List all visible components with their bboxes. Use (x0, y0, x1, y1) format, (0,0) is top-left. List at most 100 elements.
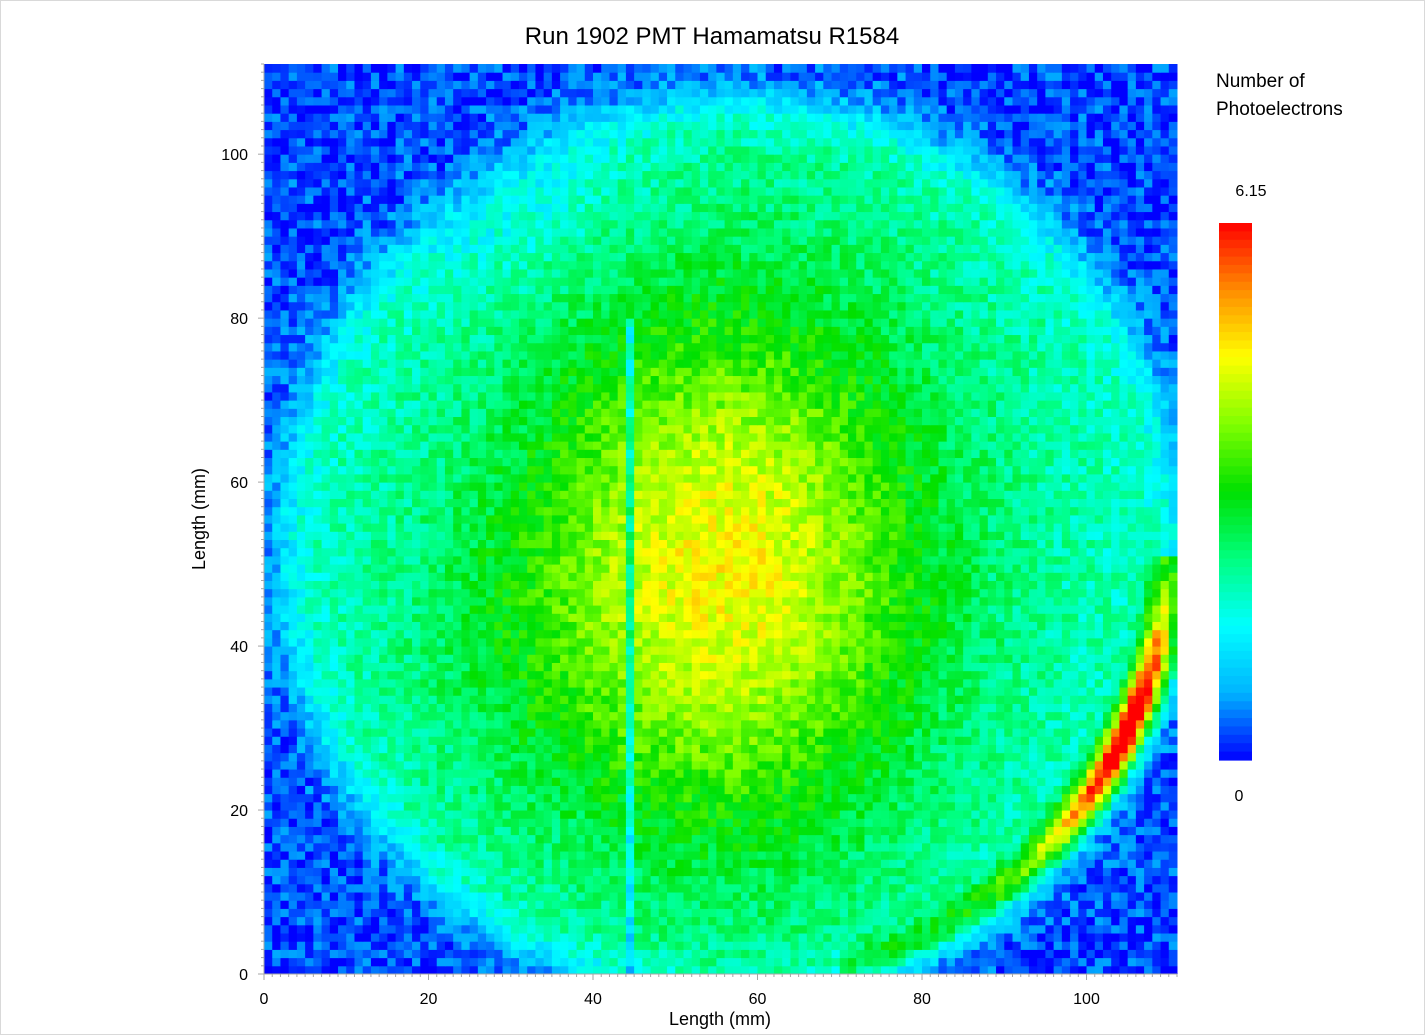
heatmap-cell (823, 736, 833, 745)
heatmap-cell (560, 662, 569, 672)
heatmap-cell (568, 711, 578, 721)
heatmap-cell (839, 916, 849, 926)
heatmap-cell (1086, 793, 1096, 803)
heatmap-cell (1028, 826, 1038, 836)
heatmap-cell (527, 793, 536, 803)
heatmap-cell (296, 883, 306, 893)
heatmap-cell (272, 744, 281, 754)
heatmap-cell (527, 654, 536, 663)
heatmap-cell (675, 777, 684, 786)
heatmap-cell (444, 941, 454, 950)
heatmap-cell (1061, 892, 1071, 901)
heatmap-cell (329, 875, 339, 885)
heatmap-cell (815, 801, 824, 811)
heatmap-cell (551, 719, 561, 729)
heatmap-cell (938, 703, 948, 713)
heatmap-cell (428, 613, 438, 622)
heatmap-cell (436, 834, 446, 844)
heatmap-cell (576, 834, 586, 844)
heatmap-cell (971, 629, 981, 639)
heatmap-cell (535, 900, 545, 909)
heatmap-cell (1004, 908, 1013, 918)
heatmap-cell (1028, 744, 1038, 754)
heatmap-cell (946, 654, 956, 663)
heatmap-cell (1094, 924, 1104, 934)
heatmap-cell (732, 867, 742, 877)
heatmap-cell (699, 818, 709, 827)
heatmap-cell (938, 760, 948, 770)
heatmap-cell (650, 777, 660, 786)
heatmap-cell (313, 703, 323, 713)
heatmap-cell (461, 760, 471, 770)
heatmap-cell (741, 777, 750, 786)
heatmap-cell (1004, 637, 1013, 647)
heatmap-cell (477, 810, 487, 819)
heatmap-cell (568, 818, 578, 827)
heatmap-cell (765, 892, 775, 901)
heatmap-cell (642, 695, 652, 704)
heatmap-cell (1119, 695, 1129, 704)
heatmap-cell (938, 637, 948, 647)
heatmap-cell (897, 736, 907, 745)
heatmap-cell (749, 924, 759, 934)
heatmap-cell (905, 859, 915, 868)
heatmap-cell (724, 875, 734, 885)
heatmap-cell (847, 818, 857, 827)
heatmap-cell (1094, 621, 1104, 631)
heatmap-cell (922, 834, 931, 844)
heatmap-cell (321, 826, 331, 836)
heatmap-cell (971, 908, 981, 918)
heatmap-cell (831, 744, 841, 754)
heatmap-cell (338, 785, 347, 795)
heatmap-cell (1144, 818, 1153, 827)
heatmap-cell (370, 736, 380, 745)
heatmap-cell (1160, 695, 1170, 704)
heatmap-cell (1061, 834, 1071, 844)
heatmap-cell (839, 900, 849, 909)
heatmap-cell (839, 711, 849, 721)
heatmap-cell (1135, 736, 1145, 745)
heatmap-cell (584, 924, 594, 934)
heatmap-cell (1012, 826, 1022, 836)
heatmap-cell (593, 736, 602, 745)
heatmap-cell (444, 818, 454, 827)
heatmap-cell (1094, 875, 1104, 885)
heatmap-cell (1004, 834, 1013, 844)
heatmap-cell (280, 826, 290, 836)
heatmap-cell (1086, 965, 1096, 975)
heatmap-cell (905, 826, 915, 836)
heatmap-cell (1012, 949, 1022, 959)
heatmap-cell (864, 769, 874, 778)
heatmap-cell (765, 728, 775, 737)
heatmap-cell (1028, 924, 1038, 934)
heatmap-cell (1037, 719, 1046, 729)
heatmap-cell (773, 842, 783, 852)
heatmap-cell (280, 924, 290, 934)
heatmap-cell (699, 859, 709, 868)
heatmap-cell (823, 818, 833, 827)
heatmap-cell (346, 867, 355, 877)
heatmap-cell (765, 933, 775, 942)
heatmap-cell (527, 924, 536, 934)
heatmap-cell (1111, 785, 1120, 795)
heatmap-cell (979, 801, 989, 811)
heatmap-cell (987, 605, 997, 614)
heatmap-cell (979, 965, 989, 975)
heatmap-cell (642, 826, 652, 836)
heatmap-cell (617, 670, 627, 680)
heatmap-cell (979, 941, 989, 950)
heatmap-cell (798, 933, 808, 942)
heatmap-cell (675, 892, 684, 901)
heatmap-cell (379, 695, 388, 704)
heatmap-cell (1152, 810, 1162, 819)
heatmap-cell (510, 654, 520, 663)
heatmap-cell (1144, 949, 1153, 959)
heatmap-cell (1127, 965, 1137, 975)
heatmap-cell (815, 629, 824, 639)
heatmap-cell (1168, 744, 1178, 754)
heatmap-cell (1070, 687, 1079, 696)
heatmap-cell (1127, 892, 1137, 901)
heatmap-cell (757, 695, 767, 704)
heatmap-cell (387, 736, 397, 745)
heatmap-cell (1020, 875, 1030, 885)
